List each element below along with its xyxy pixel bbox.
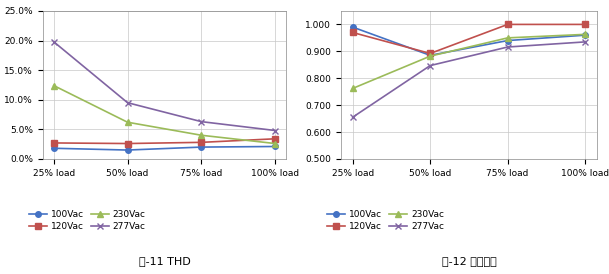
277Vac	[124, 101, 131, 104]
Text: 图-12 功率因数: 图-12 功率因数	[442, 256, 496, 266]
230Vac	[50, 84, 57, 87]
Legend: 100Vac, 120Vac, 230Vac, 277Vac: 100Vac, 120Vac, 230Vac, 277Vac	[29, 210, 146, 231]
120Vac	[50, 141, 57, 145]
120Vac	[582, 23, 589, 26]
Line: 120Vac: 120Vac	[350, 22, 588, 56]
120Vac	[426, 52, 434, 55]
230Vac	[426, 55, 434, 58]
230Vac	[582, 33, 589, 36]
Text: 图-11 THD: 图-11 THD	[139, 256, 190, 266]
277Vac	[272, 129, 279, 132]
120Vac	[198, 141, 205, 144]
100Vac	[426, 54, 434, 57]
100Vac	[349, 25, 356, 29]
Line: 277Vac: 277Vac	[51, 39, 278, 133]
Line: 100Vac: 100Vac	[350, 24, 588, 58]
Legend: 100Vac, 120Vac, 230Vac, 277Vac: 100Vac, 120Vac, 230Vac, 277Vac	[327, 210, 444, 231]
Line: 120Vac: 120Vac	[51, 136, 278, 146]
Line: 230Vac: 230Vac	[350, 32, 588, 91]
277Vac	[582, 40, 589, 44]
230Vac	[349, 87, 356, 90]
230Vac	[504, 36, 512, 39]
277Vac	[50, 40, 57, 43]
230Vac	[124, 121, 131, 124]
Line: 277Vac: 277Vac	[350, 39, 588, 120]
Line: 230Vac: 230Vac	[51, 83, 278, 146]
120Vac	[124, 142, 131, 145]
277Vac	[504, 45, 512, 49]
277Vac	[198, 120, 205, 123]
100Vac	[198, 145, 205, 149]
100Vac	[124, 149, 131, 152]
100Vac	[504, 39, 512, 42]
100Vac	[582, 33, 589, 37]
230Vac	[198, 134, 205, 137]
277Vac	[426, 64, 434, 67]
120Vac	[504, 23, 512, 26]
277Vac	[349, 116, 356, 119]
230Vac	[272, 142, 279, 145]
Line: 100Vac: 100Vac	[51, 144, 278, 153]
100Vac	[50, 147, 57, 150]
100Vac	[272, 145, 279, 148]
120Vac	[272, 137, 279, 141]
120Vac	[349, 31, 356, 34]
